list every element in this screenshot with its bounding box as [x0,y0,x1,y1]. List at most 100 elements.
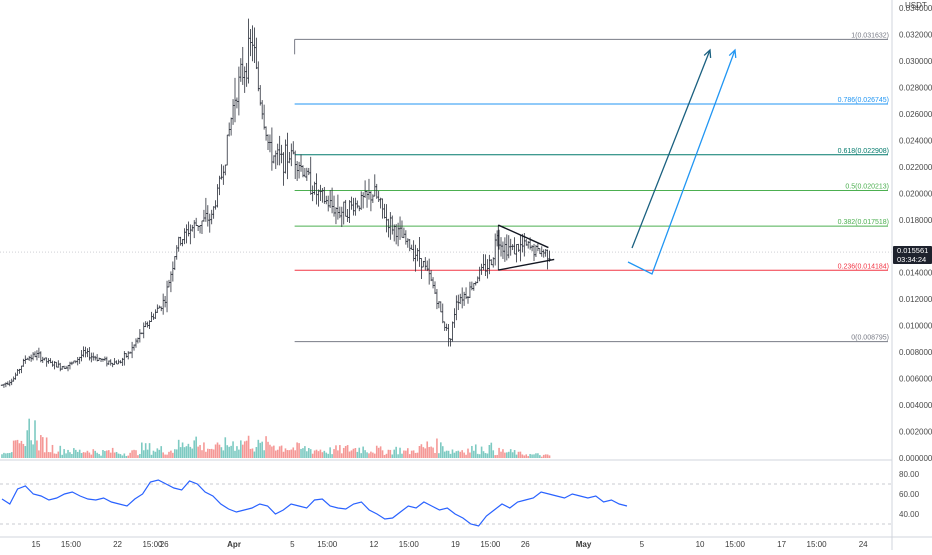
volume-bar [218,444,221,458]
volume-bar [296,442,298,458]
volume-bar [125,456,128,458]
volume-bar [117,453,120,458]
volume-bar [473,450,475,458]
fib-level-label: 0.236(0.014184) [838,263,889,270]
volume-bar [90,454,93,458]
volume-bar [162,452,164,458]
volume-bar [445,450,448,458]
volume-bar [111,447,114,458]
volume-bar [548,455,551,458]
fib-level-label: 0(0.008795) [851,335,889,342]
triangle-lower-line[interactable] [498,258,555,271]
volume-bar [40,435,42,458]
price-axis-unit: USDT [905,1,927,10]
volume-bar [22,443,25,458]
volume-bar [175,449,178,458]
volume-bar [358,447,361,458]
price-tick-label: 0.012000 [899,295,932,304]
volume-bar [294,450,296,458]
volume-bar [399,447,401,458]
volume-bar [410,450,413,458]
volume-bar [370,451,372,458]
volume-bar [131,450,133,458]
volume-bar [342,447,345,458]
time-tick-label: 15:00 [725,540,746,549]
oscillator-pane [0,479,892,527]
volume-bar [86,450,89,458]
volume-bar [309,449,312,458]
volume-bar [449,453,452,458]
drawing-tools[interactable] [497,48,737,275]
volume-bar [348,451,351,458]
triangle-upper-line[interactable] [498,224,549,249]
volume-bar [529,453,531,458]
volume-bar [45,437,48,458]
volume-bar [20,440,23,458]
projection-arrow-light[interactable] [627,49,736,275]
volume-bar [5,453,7,458]
volume-bar [500,451,502,458]
volume-bar [181,442,184,458]
time-tick-label: 12 [369,540,378,549]
volume-bar [251,448,254,458]
price-tick-label: 0.006000 [899,375,932,384]
volume-bar [257,439,260,458]
time-tick-label: 15:00 [142,540,163,549]
volume-bar [346,445,349,458]
volume-bar [185,446,188,458]
volume-bar [482,451,485,458]
projection-arrow-dark[interactable] [631,49,711,249]
volume-bar [259,442,262,458]
volume-bar [241,444,244,458]
volume-bar [104,451,106,458]
volume-bar [412,450,415,458]
volume-bar [315,449,318,458]
volume-bar [123,453,126,458]
volume-bar [214,444,217,458]
volume-bar [24,446,27,458]
price-tick-label: 0.034000 [899,4,932,13]
volume-bar [511,452,514,458]
volume-bar [100,455,102,458]
price-tick-label: 0.024000 [899,136,932,145]
volume-bar [28,418,30,458]
volume-bar [255,447,258,458]
volume-bar [519,451,522,458]
volume-bar [391,454,394,458]
volume-bar [168,451,170,458]
volume-bar [459,451,462,458]
time-tick-label: 26 [160,540,169,549]
price-axis[interactable]: USDT 0.034000 0.032000 0.030000 0.028000 0.0… [899,1,932,463]
volume-bar [216,442,219,458]
volume-bar [245,440,248,458]
volume-bar [226,445,229,458]
volume-bar [302,448,304,458]
volume-bar [393,449,396,458]
volume-bar [146,449,149,458]
volume-bar [82,452,85,458]
oscillator-axis[interactable]: 80.00 60.00 40.00 [899,470,920,519]
volume-bar [238,449,240,458]
volume-bar [10,452,13,458]
volume-bar [428,447,430,458]
volume-bar [498,447,500,458]
volume-bar [199,445,201,458]
volume-bar [88,452,91,458]
volume-bar [418,446,421,458]
volume-bar [78,449,81,458]
volume-bar [335,445,337,458]
price-tick-label: 0.008000 [899,348,932,357]
fib-level-label: 1(0.031632) [851,32,889,39]
volume-bar [407,448,409,458]
volume-bar [127,455,130,458]
volume-bar [490,442,493,458]
volume-bar [228,446,230,458]
volume-bar [193,440,196,458]
price-tick-label: 0.004000 [899,401,932,410]
price-tick-label: 0.000000 [899,454,932,463]
volume-bar [189,446,192,458]
fibonacci-retracement[interactable]: 1(0.031632) 0.786(0.026745) 0.618(0.022908… [294,32,889,343]
